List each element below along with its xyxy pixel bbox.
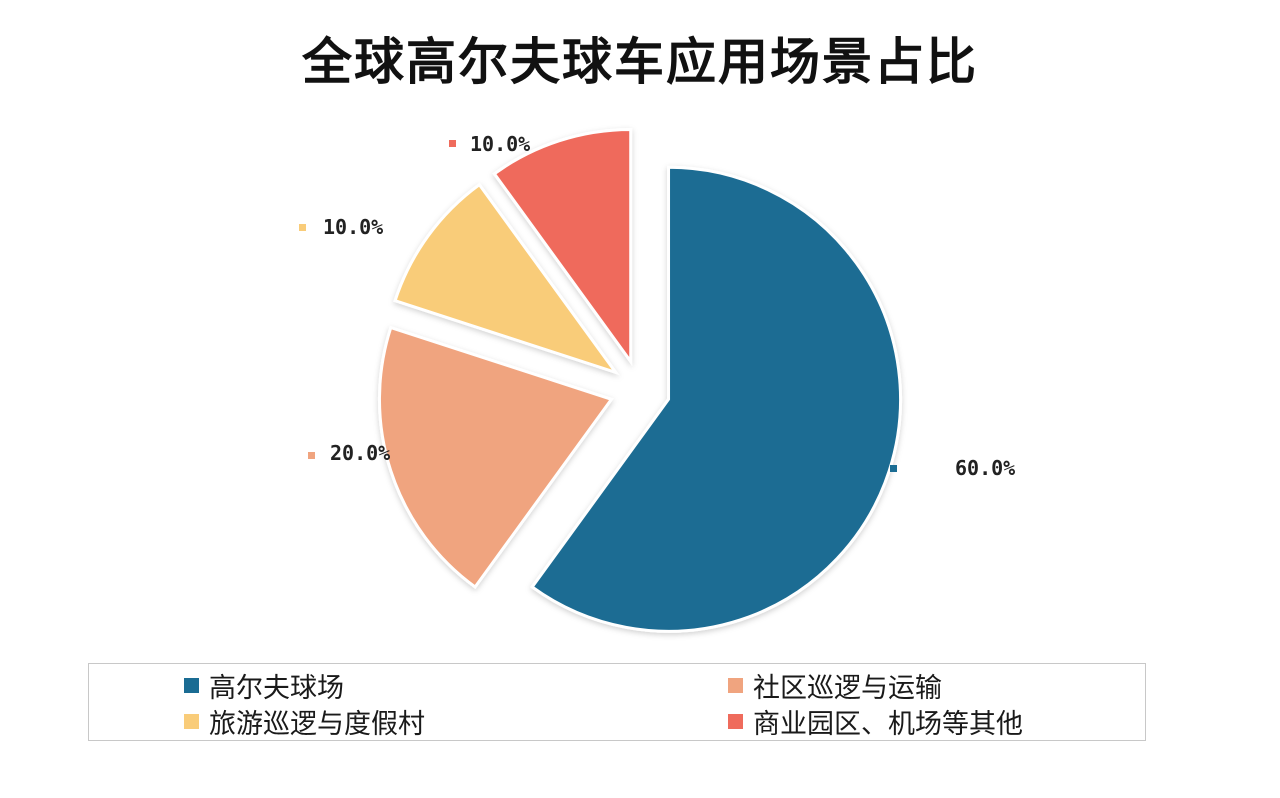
legend-swatch [184,677,199,693]
legend-label: 旅游巡逻与度假村 [209,708,425,740]
legend-swatch [184,713,199,729]
chart-title: 全球高尔夫球车应用场景占比 [302,33,978,91]
legend-item: 高尔夫球场 [184,668,344,704]
pie-slice [530,165,903,633]
data-label: 10.0% [470,132,530,156]
chart-legend: 高尔夫球场 社区巡逻与运输 旅游巡逻与度假村 商业园区、机场等其他 [88,663,1146,741]
data-label-marker [890,465,897,472]
legend-label: 社区巡逻与运输 [753,672,942,704]
pie-slice [492,127,633,367]
pie-slice [377,325,614,590]
legend-label: 高尔夫球场 [209,672,344,704]
legend-swatch [728,677,743,693]
legend-item: 旅游巡逻与度假村 [184,704,425,740]
legend-item: 社区巡逻与运输 [728,668,942,704]
data-label-marker [449,140,456,147]
legend-item: 商业园区、机场等其他 [728,704,1023,740]
data-label: 60.0% [955,456,1015,480]
data-label-marker [299,224,306,231]
data-label: 10.0% [323,215,383,239]
data-label: 20.0% [330,441,390,465]
legend-swatch [728,713,743,729]
data-label-marker [308,452,315,459]
legend-label: 商业园区、机场等其他 [753,708,1023,740]
pie-slice [393,182,620,376]
